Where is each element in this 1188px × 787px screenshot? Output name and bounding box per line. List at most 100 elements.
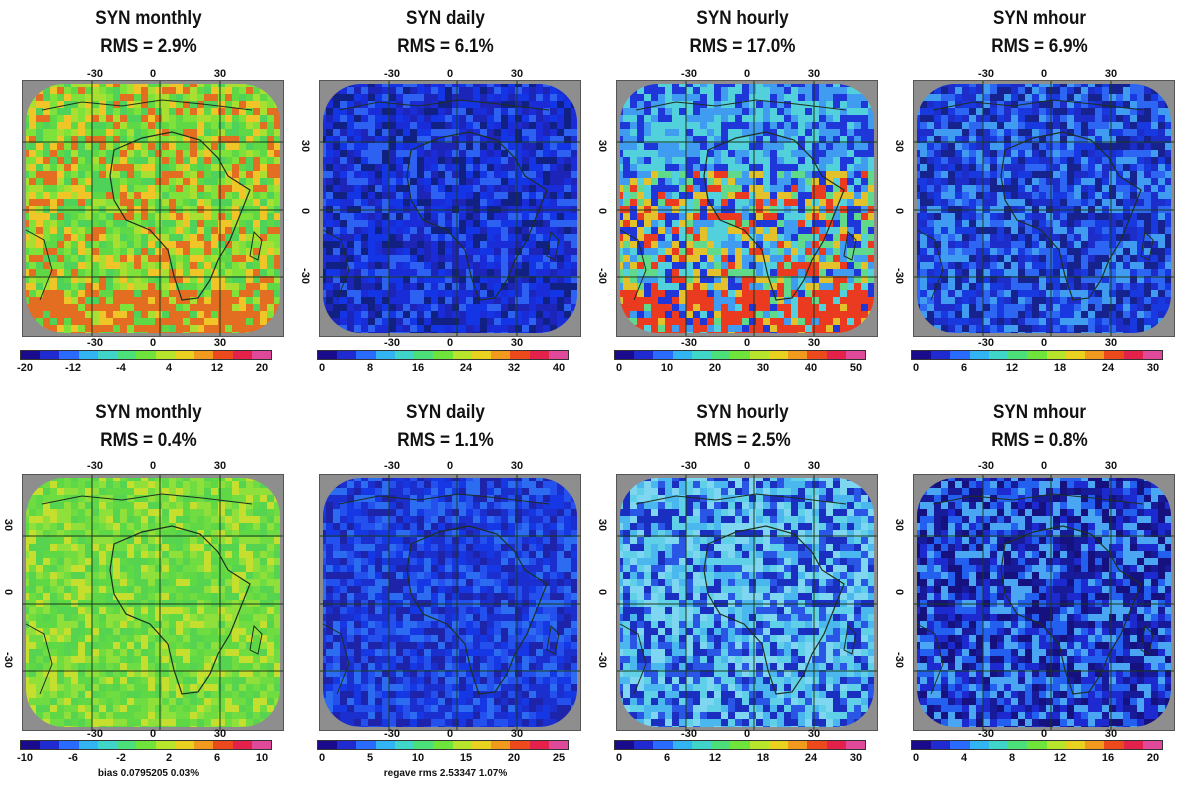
lon-label-bottom: 0 (743, 728, 751, 740)
colorbar (317, 740, 569, 750)
lat-label: 30 (596, 139, 608, 153)
colorbar-tick: 6 (960, 362, 968, 374)
colorbar-tick: 12 (1005, 362, 1019, 374)
panel-r2-c3: SYN hourly RMS = 2.5% -30 0 30 30 0 -30 … (594, 394, 891, 787)
panel-title: SYN monthly (95, 402, 202, 423)
colorbar (317, 350, 569, 360)
lon-label-top: 0 (446, 68, 454, 80)
colorbar-tick: 10 (660, 362, 674, 374)
colorbar-tick: 10 (255, 752, 269, 764)
map-r2-c2 (319, 474, 581, 731)
colorbar-tick: -6 (68, 752, 78, 764)
lon-label-top: 0 (446, 460, 454, 472)
lon-label-bottom: -30 (384, 337, 400, 349)
lon-label-top: -30 (384, 68, 400, 80)
lon-label-bottom: 30 (807, 728, 821, 740)
colorbar-tick: 10 (411, 752, 425, 764)
colorbar-tick: 6 (213, 752, 221, 764)
panel-title: SYN mhour (992, 8, 1087, 29)
colorbar-tick: 20 (708, 362, 722, 374)
map-r1-c1 (22, 80, 284, 337)
colorbar-tick: 12 (1053, 752, 1067, 764)
lat-label: 30 (299, 139, 311, 153)
lon-label-bottom: 0 (149, 728, 157, 740)
panel-rms: RMS = 6.1% (397, 36, 494, 57)
panel-title: SYN daily (406, 402, 485, 423)
lon-label-bottom: 0 (1040, 728, 1048, 740)
colorbar-tick: -4 (116, 362, 126, 374)
lon-label-bottom: -30 (978, 728, 994, 740)
lat-label: 30 (596, 518, 608, 532)
lon-label-top: -30 (87, 68, 103, 80)
lon-label-bottom: 30 (510, 728, 524, 740)
colorbar-tick: 12 (210, 362, 224, 374)
panel-rms: RMS = 2.9% (100, 36, 197, 57)
panel-r2-c2: SYN daily RMS = 1.1% -30 0 30 -30 0 30 0… (297, 394, 594, 787)
lon-label-bottom: -30 (87, 337, 103, 349)
panel-r1-c4: SYN mhour RMS = 6.9% -30 0 30 30 0 -30 -… (891, 0, 1188, 393)
panel-rms: RMS = 0.8% (991, 430, 1088, 451)
lon-label-top: 0 (743, 68, 751, 80)
colorbar-tick: 4 (960, 752, 968, 764)
map-r2-c3 (616, 474, 878, 731)
lon-label-bottom: -30 (681, 728, 697, 740)
lon-label-bottom: 0 (743, 337, 751, 349)
colorbar-tick: 40 (552, 362, 566, 374)
colorbar-tick: 30 (1146, 362, 1160, 374)
colorbar-tick: -10 (17, 752, 33, 764)
lon-label-top: 30 (807, 68, 821, 80)
lon-label-top: 0 (149, 68, 157, 80)
lon-label-bottom: -30 (681, 337, 697, 349)
colorbar-tick: -20 (17, 362, 33, 374)
lon-label-bottom: 0 (446, 728, 454, 740)
colorbar-tick: 12 (708, 752, 722, 764)
colorbar-tick: 16 (411, 362, 425, 374)
colorbar-tick: 20 (507, 752, 521, 764)
panel-r2-c4: SYN mhour RMS = 0.8% -30 0 30 30 0 -30 -… (891, 394, 1188, 787)
lon-label-top: 30 (213, 68, 227, 80)
panel-rms: RMS = 0.4% (100, 430, 197, 451)
lon-label-top: -30 (978, 460, 994, 472)
colorbar-tick: 40 (804, 362, 818, 374)
lon-label-bottom: -30 (978, 337, 994, 349)
colorbar-tick: 50 (849, 362, 863, 374)
panel-rms: RMS = 1.1% (397, 430, 494, 451)
lon-label-top: -30 (978, 68, 994, 80)
colorbar-tick: 8 (366, 362, 374, 374)
lon-label-top: 30 (807, 460, 821, 472)
lat-label: -30 (893, 268, 905, 284)
colorbar-tick: 24 (804, 752, 818, 764)
colorbar-tick: 15 (459, 752, 473, 764)
colorbar-tick: 6 (663, 752, 671, 764)
panel-rms: RMS = 6.9% (991, 36, 1088, 57)
lat-label: 0 (893, 588, 905, 596)
lon-label-bottom: 30 (510, 337, 524, 349)
lat-label: 0 (596, 588, 608, 596)
colorbar (911, 350, 1163, 360)
lon-label-bottom: 30 (213, 728, 227, 740)
map-r1-c4 (913, 80, 1175, 337)
colorbar-tick: 20 (255, 362, 269, 374)
lat-label: -30 (2, 652, 14, 668)
lat-label: 0 (299, 207, 311, 215)
lon-label-top: 30 (213, 460, 227, 472)
lon-label-top: 0 (743, 460, 751, 472)
lon-label-bottom: -30 (384, 728, 400, 740)
lat-label: -30 (893, 652, 905, 668)
colorbar-tick: 25 (552, 752, 566, 764)
colorbar-tick: 0 (912, 752, 920, 764)
map-r2-c4 (913, 474, 1175, 731)
lon-label-top: 0 (1040, 460, 1048, 472)
map-r1-c3 (616, 80, 878, 337)
colorbar (911, 740, 1163, 750)
colorbar-tick: 20 (1146, 752, 1160, 764)
lon-label-bottom: 30 (1104, 337, 1118, 349)
colorbar-tick: 0 (615, 752, 623, 764)
lon-label-top: -30 (384, 460, 400, 472)
regave-note: regave rms 2.53347 1.07% (383, 768, 508, 779)
lat-label: -30 (299, 268, 311, 284)
colorbar-tick: -12 (65, 362, 81, 374)
lat-label: 30 (2, 518, 14, 532)
lon-label-top: 30 (510, 68, 524, 80)
lon-label-bottom: 30 (807, 337, 821, 349)
